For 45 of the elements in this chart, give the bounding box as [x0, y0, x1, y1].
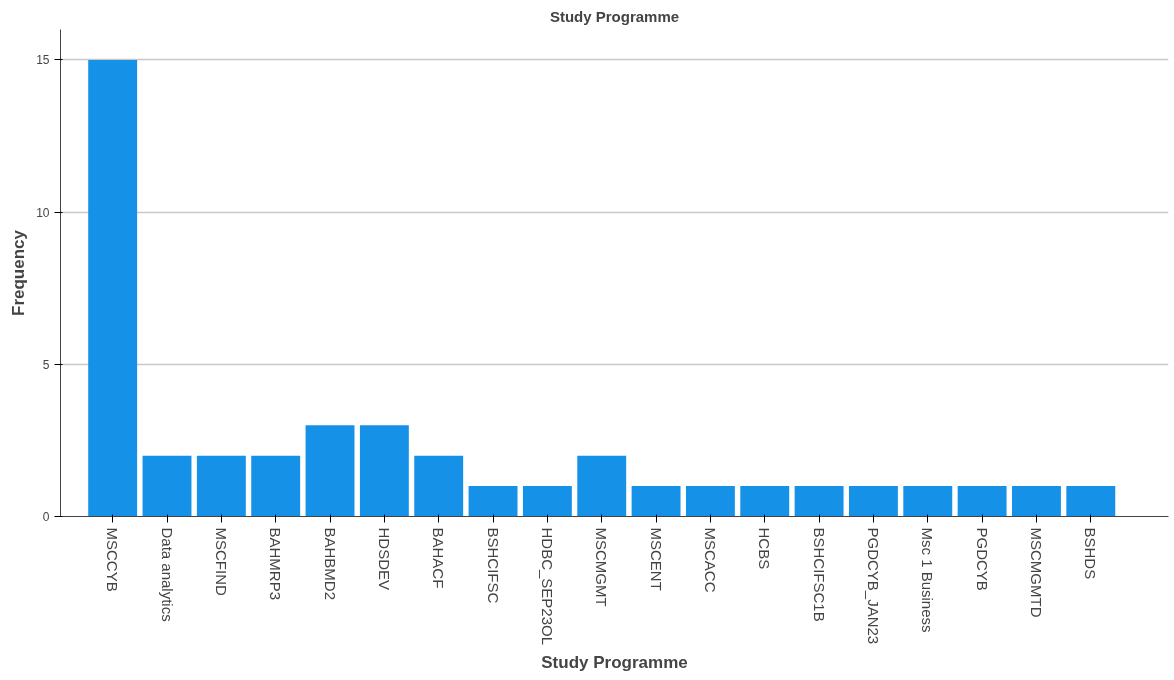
bar — [685, 486, 735, 517]
x-tick-label: MSCCYB — [104, 527, 122, 592]
bar — [848, 486, 898, 517]
x-tick-label: BSHCIFSC — [484, 527, 502, 604]
y-tick-label: 5 — [42, 357, 50, 372]
bar — [251, 455, 301, 517]
bar — [88, 59, 138, 517]
x-tick-label: BSHDS — [1082, 527, 1100, 580]
x-tick-label: BAHACF — [430, 527, 448, 589]
y-tick-label: 15 — [36, 53, 50, 68]
bar — [1066, 486, 1116, 517]
bar — [468, 486, 518, 517]
x-tick-label: MSCMGMTD — [1027, 527, 1045, 618]
bar — [903, 486, 953, 517]
bar — [1012, 486, 1061, 517]
x-tick-label: MSCMGMT — [593, 527, 611, 607]
x-axis-title: Study Programme — [541, 653, 688, 673]
bar — [196, 455, 246, 517]
bar — [577, 455, 627, 517]
bar — [414, 455, 464, 517]
bar — [305, 425, 355, 517]
bar — [794, 486, 844, 517]
x-tick-label: PGDCYB_JAN23 — [864, 527, 882, 645]
x-tick-label: HCBS — [756, 527, 774, 570]
x-tick-label: Data analytics — [158, 527, 176, 622]
bar — [740, 486, 790, 517]
bar — [142, 455, 192, 517]
x-tick-label: BAHBMD2 — [321, 527, 339, 601]
x-tick-label: Msc 1 Business — [919, 527, 937, 633]
x-tick-label: HDSDEV — [375, 527, 393, 591]
y-tick-label: 10 — [36, 205, 50, 220]
bar — [522, 486, 572, 517]
bar — [631, 486, 681, 517]
y-axis-title: Frequency — [9, 229, 29, 316]
x-tick-label: BAHMRP3 — [267, 527, 285, 601]
chart-title: Study Programme — [549, 7, 680, 25]
x-tick-label: MSCENT — [647, 527, 665, 591]
y-tick-label: 0 — [42, 510, 50, 524]
x-tick-label: PGDCYB — [973, 527, 991, 591]
x-tick-label: MSCFIND — [212, 527, 230, 596]
x-tick-label: BSHCIFSC1B — [810, 527, 828, 622]
x-tick-label: MSCACC — [701, 527, 719, 593]
bar — [359, 425, 409, 517]
x-tick-label: HDBC_SEP23OL — [538, 527, 556, 646]
bar — [957, 486, 1007, 517]
